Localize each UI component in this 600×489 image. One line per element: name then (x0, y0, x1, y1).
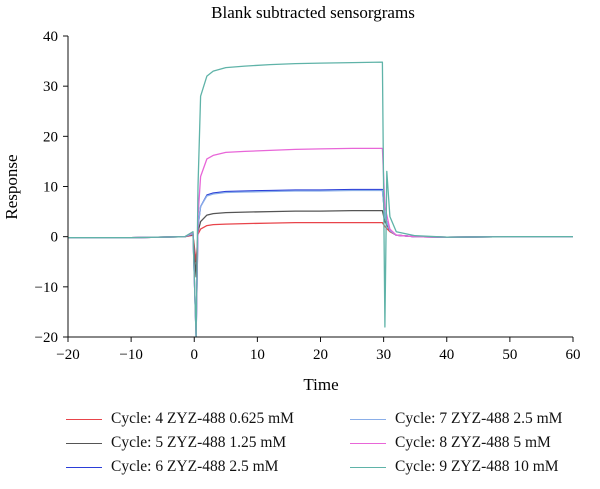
series-line-5 (68, 147, 573, 337)
legend-item-cycle-9: Cycle: 9 ZYZ-488 10 mM (350, 456, 559, 478)
series-line-4 (68, 189, 573, 337)
y-tick-label: 40 (43, 29, 58, 45)
legend-label-cycle-9: Cycle: 9 ZYZ-488 10 mM (395, 458, 559, 475)
legend-label-cycle-8: Cycle: 8 ZYZ-488 5 mM (395, 434, 551, 451)
y-tick-label: 0 (51, 230, 59, 246)
legend-item-cycle-7: Cycle: 7 ZYZ-488 2.5 mM (350, 408, 562, 430)
x-tick-label: 30 (376, 347, 391, 363)
legend-swatch-cycle-8 (350, 442, 386, 444)
x-tick-label: 60 (566, 347, 581, 363)
legend-label-cycle-6: Cycle: 6 ZYZ-488 2.5 mM (111, 458, 279, 475)
legend-swatch-cycle-9 (350, 466, 386, 468)
y-tick-label: 10 (43, 180, 58, 196)
legend-label-cycle-7: Cycle: 7 ZYZ-488 2.5 mM (395, 410, 563, 427)
x-tick-label: 20 (313, 347, 328, 363)
legend-label-cycle-4: Cycle: 4 ZYZ-488 0.625 mM (111, 410, 294, 427)
x-tick-label: −10 (119, 347, 142, 363)
legend-item-cycle-4: Cycle: 4 ZYZ-488 0.625 mM (66, 408, 294, 430)
legend-label-cycle-5: Cycle: 5 ZYZ-488 1.25 mM (111, 434, 287, 451)
y-tick-label: −20 (35, 330, 58, 346)
x-tick-label: −20 (56, 347, 79, 363)
x-tick-label: 0 (191, 347, 199, 363)
x-tick-label: 40 (439, 347, 454, 363)
series-line-1 (68, 221, 573, 263)
legend-swatch-cycle-6 (66, 466, 102, 468)
legend-swatch-cycle-7 (350, 418, 386, 420)
legend: Cycle: 4 ZYZ-488 0.625 mM Cycle: 5 ZYZ-4… (66, 408, 600, 489)
legend-swatch-cycle-4 (66, 418, 102, 420)
series-line-2 (68, 209, 573, 278)
legend-item-cycle-5: Cycle: 5 ZYZ-488 1.25 mM (66, 432, 286, 454)
y-axis-title: Response (2, 154, 21, 219)
axes: −20 −10 0 10 20 30 40 50 60 −20 −10 0 10 20 30 40 (35, 29, 581, 363)
legend-item-cycle-8: Cycle: 8 ZYZ-488 5 mM (350, 432, 551, 454)
x-tick-label: 50 (502, 347, 517, 363)
chart-title: Blank subtracted sensorgrams (211, 3, 415, 22)
legend-item-cycle-6: Cycle: 6 ZYZ-488 2.5 mM (66, 456, 278, 478)
y-tick-label: 20 (43, 129, 58, 145)
y-tick-label: 30 (43, 79, 58, 95)
x-axis-title: Time (303, 375, 338, 394)
legend-swatch-cycle-5 (66, 442, 102, 444)
x-tick-label: 10 (250, 347, 265, 363)
series-line-6 (68, 61, 573, 337)
plot-area (68, 61, 573, 337)
y-tick-label: −10 (35, 280, 58, 296)
